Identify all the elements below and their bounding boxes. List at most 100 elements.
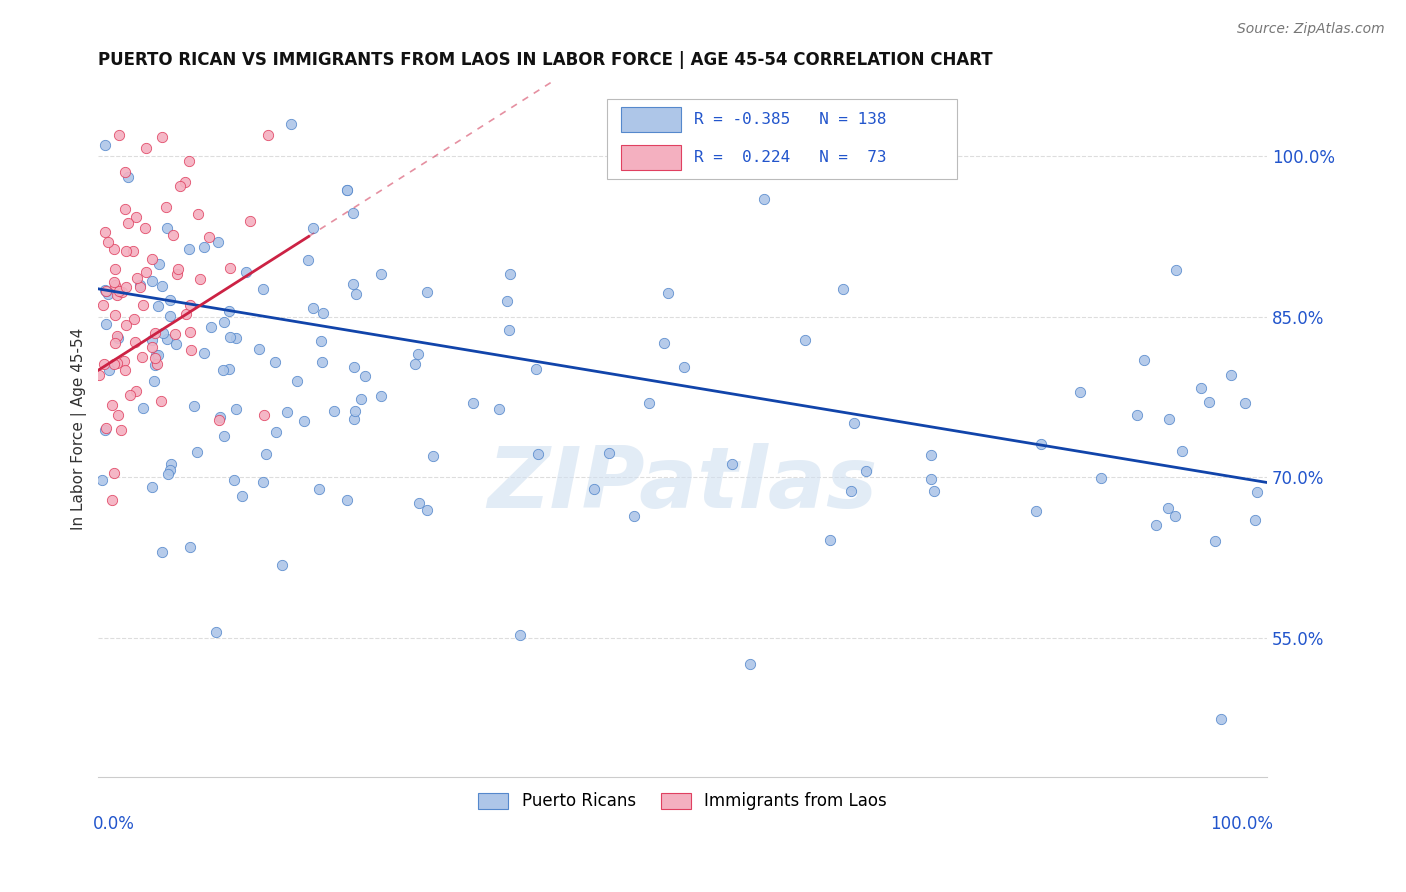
Point [125, 271, 148, 285]
Point [149, 393, 172, 408]
Point [1171, 443, 1194, 458]
Point [1244, 513, 1267, 527]
FancyBboxPatch shape [606, 99, 957, 178]
Point [143, 326, 166, 340]
Text: 0.0%: 0.0% [93, 815, 135, 833]
Point [302, 221, 325, 235]
Point [103, 358, 125, 372]
Point [920, 448, 942, 462]
Point [150, 279, 173, 293]
Point [155, 200, 177, 214]
Point [104, 309, 127, 323]
Point [252, 475, 274, 490]
Point [1144, 517, 1167, 532]
Point [163, 327, 186, 342]
Point [96, 284, 118, 298]
Point [582, 482, 605, 496]
Point [264, 425, 287, 440]
Point [312, 306, 335, 320]
Point [105, 329, 128, 343]
Text: R =  0.224   N =  73: R = 0.224 N = 73 [695, 150, 887, 165]
Point [672, 359, 695, 374]
Point [499, 268, 522, 282]
Point [224, 473, 246, 487]
Point [212, 429, 235, 443]
Point [308, 482, 330, 496]
Point [720, 457, 742, 471]
Point [141, 252, 163, 267]
Point [1246, 485, 1268, 500]
Point [336, 183, 359, 197]
Point [93, 137, 115, 152]
Point [141, 333, 163, 347]
Point [212, 363, 235, 377]
Point [1209, 712, 1232, 726]
Point [141, 341, 163, 355]
Point [276, 405, 298, 419]
Point [1164, 509, 1187, 524]
Point [311, 355, 333, 369]
Point [94, 423, 117, 437]
Point [186, 445, 208, 459]
Point [162, 227, 184, 242]
Point [135, 264, 157, 278]
Point [131, 298, 153, 312]
Point [150, 129, 173, 144]
Point [264, 355, 287, 369]
Point [247, 342, 270, 356]
Point [142, 375, 165, 389]
Point [115, 244, 138, 259]
Legend: Puerto Ricans, Immigrants from Laos: Puerto Ricans, Immigrants from Laos [471, 786, 894, 817]
Point [97, 235, 120, 249]
Point [146, 299, 169, 313]
Point [117, 170, 139, 185]
Point [94, 420, 117, 434]
Point [104, 262, 127, 277]
Point [108, 128, 131, 142]
Point [336, 183, 359, 197]
Point [738, 657, 761, 671]
Point [509, 628, 531, 642]
Point [174, 307, 197, 321]
Point [238, 214, 260, 228]
Point [122, 312, 145, 326]
Point [156, 220, 179, 235]
Point [353, 368, 375, 383]
Point [103, 466, 125, 480]
Point [212, 315, 235, 329]
Point [270, 558, 292, 572]
Point [166, 267, 188, 281]
Point [96, 317, 118, 331]
Point [115, 280, 138, 294]
Point [524, 362, 547, 376]
Point [121, 244, 143, 259]
Point [342, 277, 364, 291]
Point [637, 396, 659, 410]
Point [1025, 504, 1047, 518]
Point [167, 262, 190, 277]
Text: PUERTO RICAN VS IMMIGRANTS FROM LAOS IN LABOR FORCE | AGE 45-54 CORRELATION CHAR: PUERTO RICAN VS IMMIGRANTS FROM LAOS IN … [98, 51, 993, 69]
Point [124, 335, 146, 350]
Point [114, 165, 136, 179]
Point [146, 357, 169, 371]
Point [117, 216, 139, 230]
Point [1204, 534, 1226, 549]
Point [97, 287, 120, 301]
Point [114, 202, 136, 216]
Point [103, 336, 125, 351]
Point [193, 240, 215, 254]
Point [404, 357, 426, 371]
Point [114, 363, 136, 377]
Point [148, 257, 170, 271]
Point [101, 398, 124, 412]
Point [408, 496, 430, 510]
Point [218, 304, 240, 318]
Point [143, 358, 166, 372]
Point [794, 333, 817, 347]
Point [125, 210, 148, 224]
Point [208, 409, 231, 424]
Point [169, 178, 191, 193]
Point [145, 348, 167, 362]
Point [370, 389, 392, 403]
Point [336, 492, 359, 507]
